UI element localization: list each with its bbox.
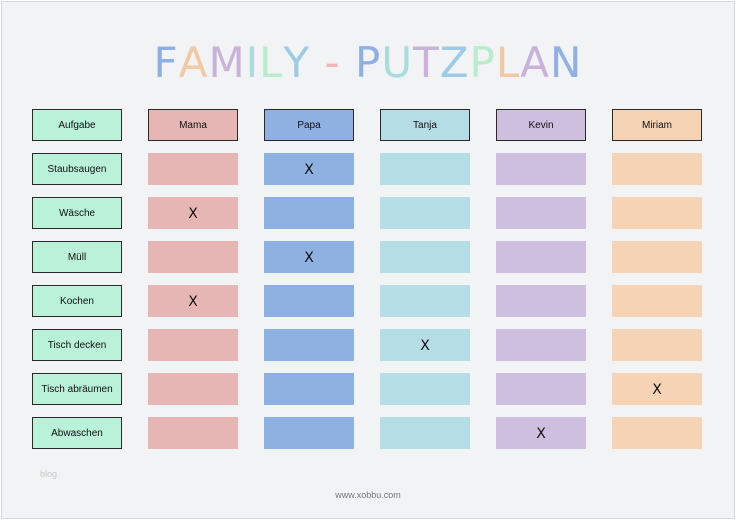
assignment-mark: X [536,426,546,442]
assignment-cell[interactable]: X [148,285,238,317]
assignment-cell[interactable] [380,197,470,229]
assignment-cell[interactable] [496,241,586,273]
title-letter: M [208,38,246,87]
title-letter: Y [283,38,311,87]
assignment-cell[interactable] [612,285,702,317]
page-title: FAMILY - PUTZPLAN [0,38,736,88]
task-label: Tisch decken [32,329,122,361]
task-label: Tisch abräumen [32,373,122,405]
assignment-cell[interactable] [612,417,702,449]
assignment-mark: X [420,338,430,354]
footer-url: www.xobbu.com [335,490,401,500]
assignment-cell[interactable] [496,285,586,317]
assignment-cell[interactable]: X [496,417,586,449]
title-letter: F [153,38,179,87]
watermark: blog [40,469,58,479]
assignment-cell[interactable] [264,329,354,361]
title-letter: A [520,38,551,87]
title-letter: T [413,38,440,87]
assignment-cell[interactable]: X [380,329,470,361]
header-person-tanja: Tanja [380,109,470,141]
assignment-cell[interactable] [148,373,238,405]
task-label: Staubsaugen [32,153,122,185]
assignment-cell[interactable]: X [612,373,702,405]
header-aufgabe: Aufgabe [32,109,122,141]
assignment-cell[interactable] [148,417,238,449]
assignment-mark: X [304,162,314,178]
assignment-mark: X [304,250,314,266]
task-label: Wäsche [32,197,122,229]
assignment-cell[interactable] [612,197,702,229]
title-letter [341,38,355,88]
assignment-mark: X [652,382,662,398]
assignment-cell[interactable] [380,373,470,405]
title-letter: A [178,38,209,87]
assignment-cell[interactable] [380,153,470,185]
assignment-cell[interactable] [612,241,702,273]
assignment-cell[interactable] [264,197,354,229]
title-letter: U [381,38,414,87]
task-label: Kochen [32,285,122,317]
assignment-cell[interactable] [264,373,354,405]
assignment-cell[interactable] [380,241,470,273]
task-label: Abwaschen [32,417,122,449]
assignment-mark: X [188,294,198,310]
assignment-cell[interactable] [612,329,702,361]
assignment-cell[interactable] [264,417,354,449]
title-letter: I [245,38,260,87]
header-person-papa: Papa [264,109,354,141]
assignment-cell[interactable] [380,417,470,449]
title-letter: Z [439,38,470,87]
assignment-cell[interactable] [148,329,238,361]
assignment-cell[interactable]: X [148,197,238,229]
assignment-cell[interactable] [612,153,702,185]
assignment-cell[interactable]: X [264,153,354,185]
assignment-cell[interactable] [264,285,354,317]
header-person-miriam: Miriam [612,109,702,141]
header-person-mama: Mama [148,109,238,141]
assignment-cell[interactable] [496,373,586,405]
title-letter: N [550,38,583,87]
title-letter: P [355,38,382,87]
title-letter: P [469,38,496,87]
title-letter: - [324,38,341,87]
assignment-cell[interactable] [496,153,586,185]
assignment-mark: X [188,206,198,222]
assignment-cell[interactable]: X [264,241,354,273]
assignment-cell[interactable] [148,241,238,273]
assignment-cell[interactable] [496,329,586,361]
task-label: Müll [32,241,122,273]
header-person-kevin: Kevin [496,109,586,141]
assignment-cell[interactable] [496,197,586,229]
title-letter: L [259,38,284,87]
title-letter [310,38,324,88]
title-letter: L [495,38,521,87]
assignment-cell[interactable] [148,153,238,185]
assignment-cell[interactable] [380,285,470,317]
